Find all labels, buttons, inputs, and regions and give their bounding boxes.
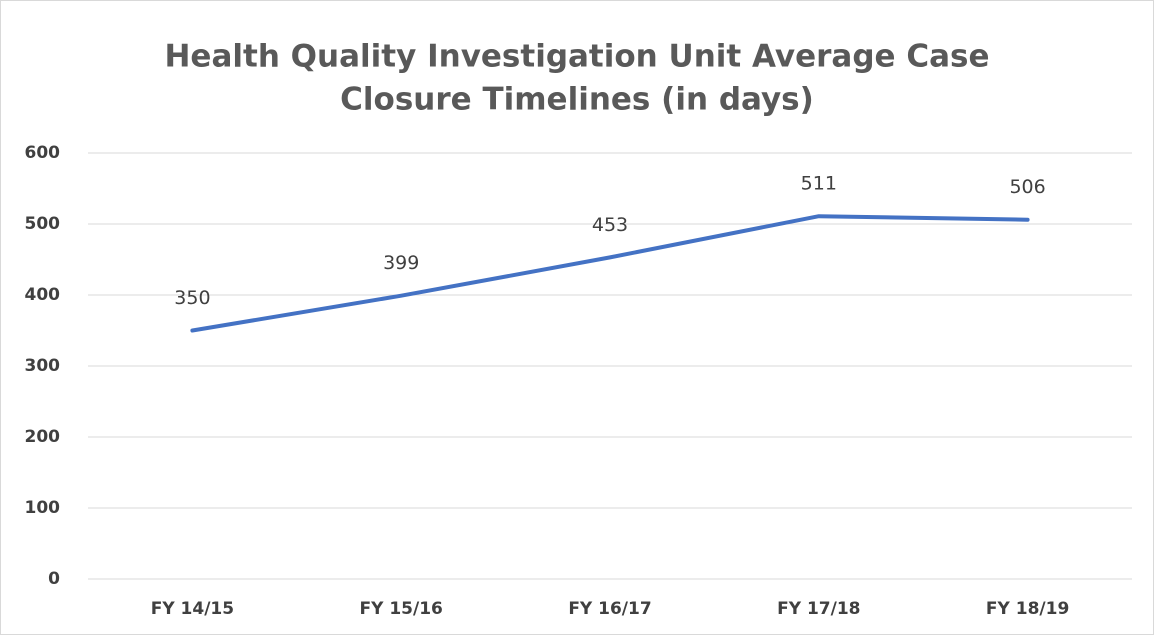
data-label: 350 xyxy=(174,287,210,309)
y-tick-label: 0 xyxy=(48,569,60,589)
y-tick-label: 600 xyxy=(25,143,61,163)
x-tick-label: FY 17/18 xyxy=(777,599,860,619)
y-tick-label: 300 xyxy=(25,356,61,376)
x-tick-label: FY 14/15 xyxy=(151,599,234,619)
chart-title: Health Quality Investigation Unit Averag… xyxy=(164,39,989,75)
chart-title: Closure Timelines (in days) xyxy=(340,82,814,118)
data-label: 511 xyxy=(801,173,837,195)
y-tick-label: 200 xyxy=(25,427,61,447)
y-tick-label: 400 xyxy=(25,285,61,305)
data-line xyxy=(190,214,1030,333)
data-label: 506 xyxy=(1009,176,1045,198)
x-tick-label: FY 16/17 xyxy=(568,599,651,619)
y-tick-label: 500 xyxy=(25,214,61,234)
data-label: 399 xyxy=(383,252,419,274)
x-tick-label: FY 15/16 xyxy=(360,599,443,619)
data-label: 453 xyxy=(592,214,628,236)
y-tick-label: 100 xyxy=(25,498,61,518)
x-tick-label: FY 18/19 xyxy=(986,599,1069,619)
